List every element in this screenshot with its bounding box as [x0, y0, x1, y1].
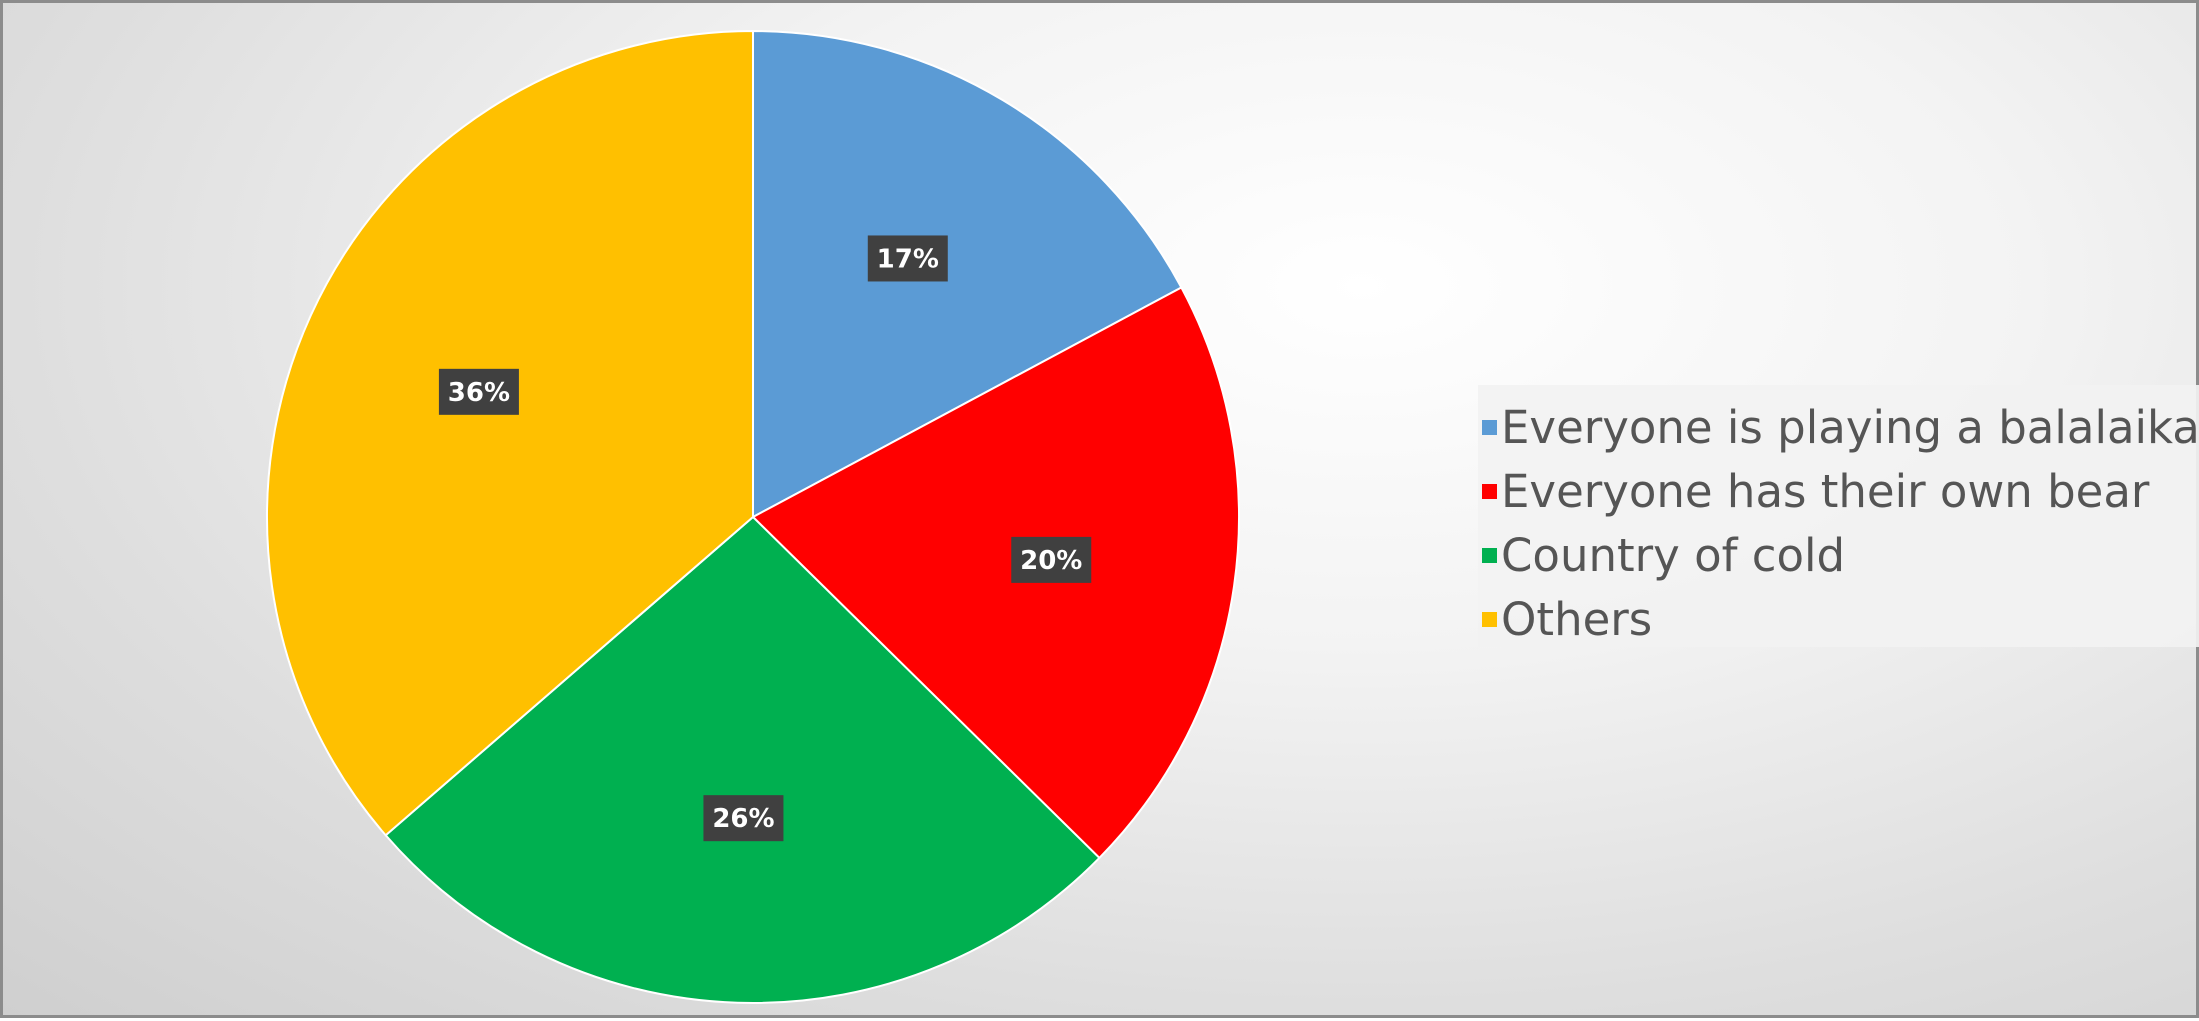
legend-item: Country of cold	[1482, 523, 2199, 587]
pie-slice	[384, 515, 1101, 1004]
data-label-box	[703, 795, 784, 842]
legend-item: Others	[1482, 587, 2199, 651]
data-label-text: 36%	[448, 378, 510, 408]
pie-slice	[752, 29, 1183, 519]
data-label-text: 20%	[1020, 546, 1082, 576]
legend: Everyone is playing a balalaika Everyone…	[1478, 385, 2199, 647]
legend-item: Everyone is playing a balalaika	[1482, 395, 2199, 459]
legend-swatch	[1482, 483, 1497, 499]
pie-chart: 17% 20% 26% 36%	[266, 29, 1240, 1004]
legend-label: Others	[1501, 592, 1653, 646]
legend-label: Everyone has their own bear	[1501, 464, 2150, 518]
data-label: 17%	[867, 235, 948, 282]
legend-label: Everyone is playing a balalaika	[1501, 400, 2199, 454]
pie-slice	[751, 286, 1240, 860]
pie-slice	[266, 29, 754, 837]
data-label-box	[867, 235, 948, 282]
data-label-box	[1011, 536, 1092, 583]
data-label-text: 26%	[712, 804, 774, 834]
legend-swatch	[1482, 611, 1497, 627]
data-label: 26%	[703, 795, 784, 842]
legend-label: Country of cold	[1501, 528, 1846, 582]
data-label: 36%	[438, 368, 519, 415]
data-label: 20%	[1011, 536, 1092, 583]
legend-swatch	[1482, 547, 1497, 563]
legend-item: Everyone has their own bear	[1482, 459, 2199, 523]
legend-swatch	[1482, 419, 1497, 435]
data-label-box	[438, 368, 519, 415]
data-label-text: 17%	[877, 244, 939, 274]
